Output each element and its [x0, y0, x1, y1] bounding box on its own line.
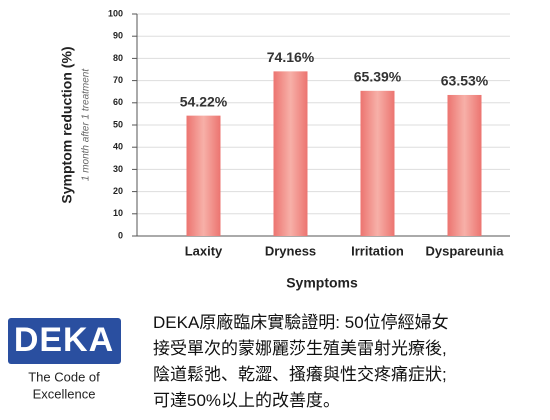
y-tick-label: 20	[113, 186, 123, 196]
x-tick-label: Dryness	[265, 243, 316, 258]
x-tick-label: Laxity	[185, 243, 223, 258]
y-axis-sublabel: 1 month after 1 treatment	[81, 68, 92, 182]
x-tick-label: Irritation	[351, 243, 404, 258]
caption-line: 接受單次的蒙娜麗莎生殖美雷射光療後,	[153, 339, 447, 358]
bar	[360, 90, 395, 236]
y-axis-label: Symptom reduction (%)	[59, 46, 75, 203]
y-tick-label: 90	[113, 31, 123, 41]
y-tick-label: 100	[108, 8, 123, 18]
logo-text: DEKA	[14, 321, 114, 359]
value-label: 74.16%	[267, 49, 315, 65]
caption-line: DEKA原廠臨床實驗證明: 50位停經婦女	[153, 312, 449, 332]
value-label: 54.22%	[180, 93, 228, 109]
y-tick-label: 40	[113, 142, 123, 152]
logo-box	[8, 318, 121, 364]
x-axis-label: Symptoms	[286, 275, 358, 291]
y-tick-label: 30	[113, 164, 123, 174]
caption-line: 可達50%以上的改善度。	[153, 391, 340, 410]
y-tick-label: 10	[113, 208, 123, 218]
y-tick-label: 60	[113, 97, 123, 107]
logo-tagline: The Code of	[28, 369, 100, 384]
bar	[186, 115, 221, 236]
y-tick-label: 50	[113, 119, 123, 129]
y-tick-label: 70	[113, 75, 123, 85]
logo-tagline: Excellence	[33, 386, 96, 401]
value-label: 63.53%	[441, 73, 489, 89]
y-tick-label: 80	[113, 53, 123, 63]
value-label: 65.39%	[354, 69, 402, 85]
bar	[273, 71, 308, 236]
y-tick-label: 0	[118, 230, 123, 240]
caption-line: 陰道鬆弛、乾澀、搔癢與性交疼痛症狀;	[153, 364, 447, 384]
x-tick-label: Dyspareunia	[425, 243, 504, 258]
bar	[447, 94, 482, 236]
